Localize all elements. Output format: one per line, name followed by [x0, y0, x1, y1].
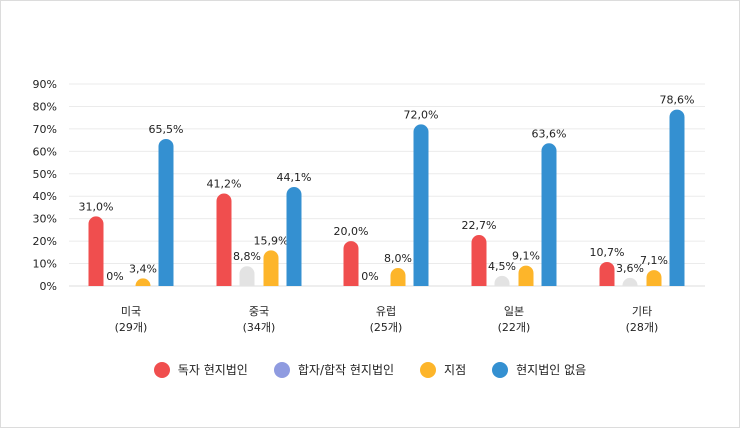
bar — [599, 261, 615, 286]
bar — [518, 265, 534, 286]
y-tick-label: 0% — [40, 280, 57, 293]
bar — [286, 187, 302, 286]
data-label: 10,7% — [590, 246, 625, 259]
legend-item: 현지법인 없음 — [492, 361, 586, 378]
bar — [88, 216, 104, 286]
x-tick-label: 일본 — [504, 304, 524, 318]
y-tick-label: 70% — [33, 123, 57, 136]
x-tick-label: 유럽 — [376, 304, 396, 318]
bar — [239, 266, 255, 286]
x-tick-label: 기타 — [632, 305, 652, 318]
data-label: 22,7% — [462, 219, 497, 232]
x-tick-count: (25개) — [370, 321, 403, 334]
legend-label: 지점 — [444, 363, 467, 377]
legend-swatch-icon — [153, 361, 170, 378]
y-tick-label: 50% — [33, 168, 57, 181]
data-label: 72,0% — [404, 108, 439, 121]
legend-swatch-icon — [492, 361, 509, 378]
legend-label: 현지법인 없음 — [516, 363, 587, 377]
bar — [413, 124, 429, 286]
bar — [343, 241, 359, 286]
data-label: 8,0% — [384, 252, 412, 265]
y-tick-label: 60% — [33, 145, 57, 158]
x-tick-count: (29개) — [115, 321, 148, 334]
legend-item: 합자/합작 현지법인 — [273, 361, 395, 378]
data-label: 44,1% — [277, 171, 312, 184]
bar — [646, 270, 662, 286]
bar — [669, 109, 685, 287]
x-tick-label: 미국 — [121, 305, 141, 318]
x-tick-label: 중국 — [249, 305, 269, 318]
legend-swatch-icon — [420, 361, 437, 378]
data-label: 0% — [361, 270, 378, 283]
data-label: 15,9% — [254, 234, 289, 247]
y-tick-label: 90% — [33, 78, 57, 91]
data-label: 9,1% — [512, 250, 540, 263]
data-label: 0% — [106, 270, 123, 283]
legend-item: 지점 — [420, 361, 466, 378]
bar — [216, 193, 232, 286]
legend-item: 독자 현지법인 — [153, 361, 248, 378]
data-label: 78,6% — [660, 94, 695, 107]
bar — [263, 250, 279, 286]
data-label: 65,5% — [149, 123, 184, 136]
data-label: 41,2% — [207, 178, 242, 191]
data-label: 63,6% — [532, 127, 567, 140]
x-tick-count: (34개) — [243, 321, 276, 334]
data-label: 4,5% — [488, 260, 516, 273]
data-label: 3,6% — [616, 262, 644, 275]
y-tick-label: 30% — [33, 213, 57, 226]
bar — [471, 235, 487, 286]
y-tick-label: 80% — [33, 100, 57, 113]
legend: 독자 현지법인 합자/합작 현지법인 지점 현지법인 없음 — [0, 361, 740, 378]
x-tick-count: (22개) — [498, 321, 531, 334]
data-label: 20,0% — [334, 225, 369, 238]
legend-swatch-icon — [273, 361, 290, 378]
y-tick-label: 10% — [33, 258, 57, 271]
bar — [390, 268, 406, 286]
x-tick-count: (28개) — [626, 321, 659, 334]
bar — [541, 143, 557, 286]
data-label: 3,4% — [129, 262, 157, 275]
data-label: 7,1% — [640, 254, 668, 267]
y-tick-label: 40% — [33, 190, 57, 203]
y-tick-label: 20% — [33, 235, 57, 248]
legend-label: 합자/합작 현지법인 — [297, 363, 395, 377]
bar — [135, 278, 151, 286]
bar — [622, 277, 638, 286]
data-label: 31,0% — [79, 200, 114, 213]
bar — [158, 138, 174, 286]
bar — [494, 275, 510, 286]
legend-label: 독자 현지법인 — [177, 363, 248, 377]
data-label: 8,8% — [233, 250, 261, 263]
